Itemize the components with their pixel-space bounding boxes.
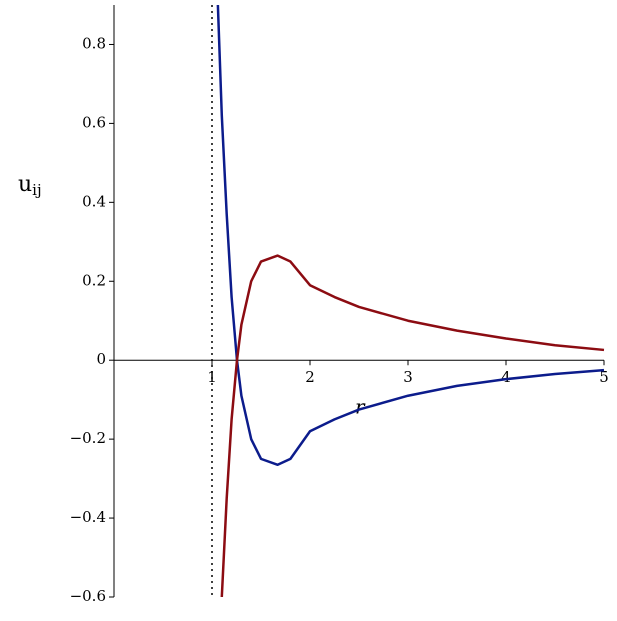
y-tick-label: −0.4 (70, 508, 106, 526)
y-axis-label-base: u (18, 172, 32, 197)
y-tick-label: 0.8 (82, 34, 106, 52)
y-tick-label: −0.2 (70, 429, 106, 447)
x-tick-label: 1 (207, 368, 217, 386)
y-tick-label: 0 (96, 350, 106, 368)
curve (220, 254, 605, 598)
curve (216, 4, 605, 467)
plot-area (216, 4, 605, 598)
x-tick-label: 5 (599, 368, 609, 386)
x-tick-label: 2 (305, 368, 315, 386)
y-tick-label: 0.2 (82, 271, 106, 289)
y-tick-label: 0.4 (82, 192, 106, 210)
x-axis-label: r (355, 395, 366, 419)
x-tick-label: 4 (501, 368, 511, 386)
x-tick-label: 3 (403, 368, 413, 386)
y-axis-label: uij (18, 172, 42, 199)
y-tick-label: −0.6 (70, 587, 106, 605)
y-axis-label-sub: ij (32, 181, 41, 199)
y-tick-label: 0.6 (82, 113, 106, 131)
